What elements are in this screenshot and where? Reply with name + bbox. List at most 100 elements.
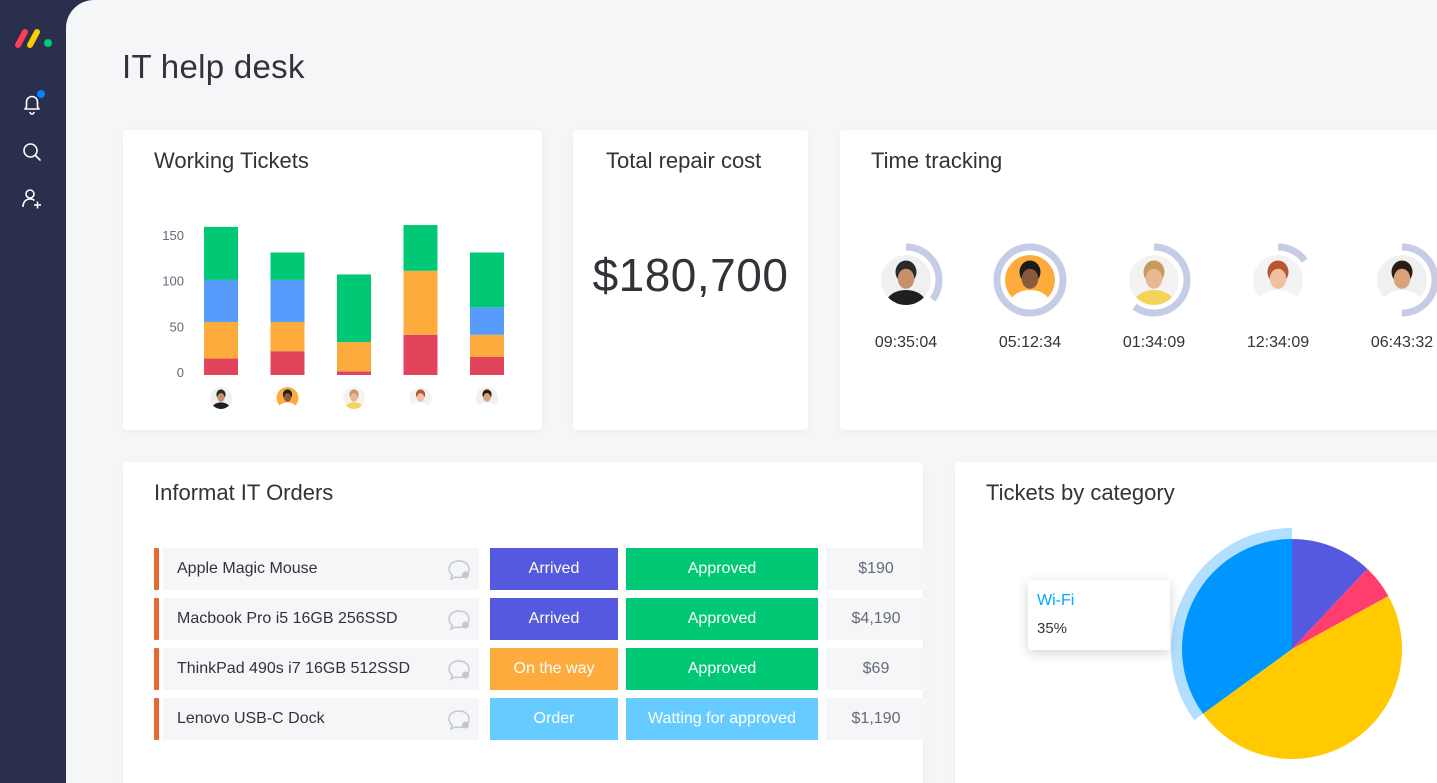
item-name: Lenovo USB-C Dock [177,710,325,727]
person-avatar [1129,255,1179,305]
tooltip-label: Wi-Fi [1037,592,1075,609]
bar-segment [204,321,238,359]
conversation-icon[interactable] [446,658,472,682]
time-tracking-person[interactable]: 01:34:09 [1104,242,1204,352]
order-row[interactable]: Macbook Pro i5 16GB 256SSD Arrived Approve… [154,598,934,640]
working-tickets-widget[interactable]: 0 50 100 150 Working Tickets [123,130,542,430]
time-tracking-person[interactable]: 05:12:34 [980,242,1080,352]
bar-segment [403,225,438,271]
time-progress-ring [868,242,944,318]
tracked-time: 05:12:34 [998,334,1062,351]
bar-segment [470,334,504,357]
row-group-accent [154,648,159,690]
bar-segment [470,356,504,375]
delivery-status[interactable]: On the way [490,648,618,690]
item-cell[interactable]: Apple Magic Mouse [163,548,479,590]
y-tick-label: 150 [162,228,184,243]
conversation-icon[interactable] [446,558,472,582]
ring-progress [869,243,943,317]
time-tracking-person[interactable]: 12:34:09 [1228,242,1328,352]
pie-tooltip: Wi-Fi 35% [1028,580,1170,650]
item-name: ThinkPad 490s i7 16GB 512SSD [177,660,411,677]
delivery-status[interactable]: Order [490,698,618,740]
bar-avatar [210,387,232,409]
progress-ring-svg [1117,243,1191,317]
progress-ring-svg [993,243,1067,317]
notifications-icon[interactable] [20,89,46,116]
item-cell[interactable]: ThinkPad 490s i7 16GB 512SSD [163,648,479,690]
bar-segment [337,274,371,343]
conversation-icon[interactable] [446,708,472,732]
time-tracking-title: Time tracking [871,148,1003,173]
bar-avatar [343,387,365,409]
time-progress-ring [1240,242,1316,318]
pie-slice [1292,539,1368,649]
tickets-by-category-chart [1171,528,1402,759]
invite-user-icon[interactable] [20,186,44,210]
delivery-status[interactable]: Arrived [490,598,618,640]
total-repair-cost-value: $180,700 [592,249,789,301]
item-cell[interactable]: Macbook Pro i5 16GB 256SSD [163,598,479,640]
order-row[interactable]: ThinkPad 490s i7 16GB 512SSD On the way Ap… [154,648,934,690]
bar-segment [204,358,238,375]
bar-segment [204,226,238,280]
time-progress-ring [1116,242,1192,318]
it-orders-title: Informat IT Orders [154,480,334,505]
tickets-by-category-title: Tickets by category [986,480,1175,505]
ring-progress [1117,243,1191,317]
pie-slice [1292,568,1389,649]
total-repair-cost-widget[interactable]: Total repair cost $180,700 [573,130,808,430]
tracked-time: 06:43:32 [1370,334,1434,351]
it-orders-widget[interactable]: Informat IT Orders Apple Magic Mouse Arri… [123,462,926,783]
price-cell: $69 [826,648,926,690]
bar-avatar [409,387,432,409]
time-tracking-person[interactable]: 09:35:04 [856,242,956,352]
approval-status[interactable]: Approved [626,648,818,690]
working-tickets-chart: 0 50 100 150 [162,225,504,409]
bar-segment [403,270,438,335]
approval-status[interactable]: Approved [626,598,818,640]
bar-segment [470,307,504,335]
order-row[interactable]: Apple Magic Mouse Arrived Approved $190 [154,548,934,590]
time-tracking-person[interactable]: 06:43:32 [1352,242,1437,352]
bar-segment [337,342,371,372]
notification-dot [36,89,46,99]
approval-status[interactable]: Approved [626,548,818,590]
bar-segment [470,252,504,308]
time-progress-ring [992,242,1068,318]
progress-ring-svg [1241,243,1315,317]
sidebar [0,0,66,783]
working-tickets-title: Working Tickets [154,148,309,173]
delivery-status[interactable]: Arrived [490,548,618,590]
price-cell: $4,190 [826,598,926,640]
bar-segment [337,371,371,375]
item-cell[interactable]: Lenovo USB-C Dock [163,698,479,740]
conversation-icon[interactable] [446,608,472,632]
approval-status[interactable]: Watting for approved [626,698,818,740]
bar-segment [204,279,238,322]
item-name: Apple Magic Mouse [177,560,318,577]
time-tracking-widget[interactable]: Time tracking 09:35:04 05:12:34 01:34:09 12… [840,130,1437,430]
tracked-time: 12:34:09 [1246,334,1310,351]
progress-ring-svg [1365,243,1437,317]
y-tick-label: 100 [162,274,184,289]
dashboard-main: IT help desk 0 50 100 150 Working Tickets T… [66,0,1437,783]
person-avatar [1253,255,1303,305]
monday-logo[interactable] [14,26,56,50]
tickets-by-category-widget[interactable]: Tickets by category Wi-Fi 35% [955,462,1437,783]
tracked-time: 01:34:09 [1122,334,1186,351]
person-avatar [881,255,931,305]
row-group-accent [154,698,159,740]
price-cell: $190 [826,548,926,590]
page-title: IT help desk [122,48,305,85]
bar-segment [270,351,305,375]
bar-segment [270,279,305,322]
pie-slice [1203,596,1402,759]
bar-segment [270,321,305,352]
tooltip-value: 35% [1037,620,1068,637]
order-row[interactable]: Lenovo USB-C Dock Order Watting for approv… [154,698,934,740]
total-repair-cost-title: Total repair cost [606,148,762,173]
search-icon[interactable] [20,140,44,164]
row-group-accent [154,598,159,640]
bar-avatar [276,387,299,409]
